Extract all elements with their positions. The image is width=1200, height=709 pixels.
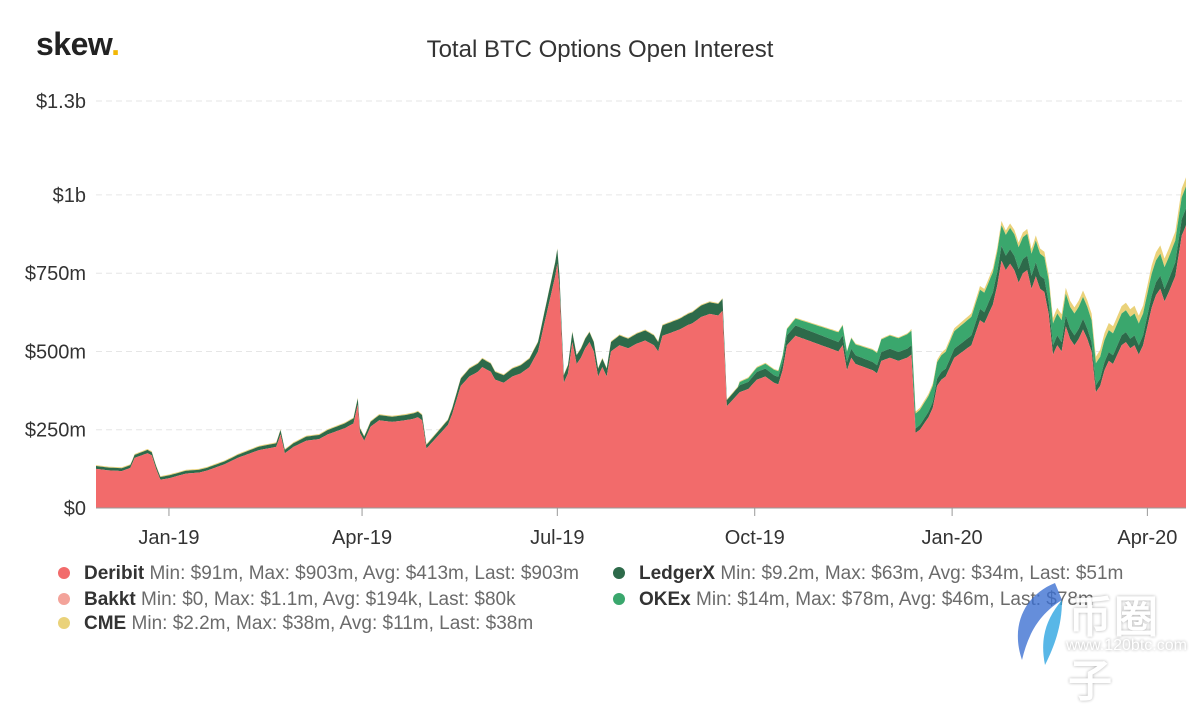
- y-tick-label-3: $750m: [25, 263, 86, 285]
- skew-logo: skew.: [36, 26, 120, 63]
- watermark-url: www.120btc.com: [1066, 637, 1187, 654]
- x-tick-label-4: Jan-20: [922, 527, 983, 549]
- x-tick-label-1: Apr-19: [332, 527, 392, 549]
- x-tick-label-5: Apr-20: [1117, 527, 1177, 549]
- x-tick-label-0: Jan-19: [138, 527, 199, 549]
- x-tick-label-2: Jul-19: [530, 527, 584, 549]
- legend-name-okex: OKEx: [639, 589, 691, 610]
- legend-dot-deribit: [58, 566, 70, 579]
- legend-stats-deribit: Min: $91m, Max: $903m, Avg: $413m, Last:…: [149, 563, 579, 584]
- y-tick-label-5: $1.3b: [36, 91, 86, 113]
- legend-stats-okex: Min: $14m, Max: $78m, Avg: $46m, Last: $…: [696, 589, 1094, 610]
- legend-stats-cme: Min: $2.2m, Max: $38m, Avg: $11m, Last: …: [131, 613, 534, 634]
- legend: Deribit Min: $91m, Max: $903m, Avg: $413…: [58, 562, 1198, 642]
- area-ledgerx: [96, 208, 1186, 480]
- legend-name-bakkt: Bakkt: [84, 589, 136, 610]
- legend-dot-okex: [613, 592, 625, 605]
- legend-item-okex[interactable]: OKEx Min: $14m, Max: $78m, Avg: $46m, La…: [613, 588, 1094, 612]
- legend-item-bakkt[interactable]: Bakkt Min: $0, Max: $1.1m, Avg: $194k, L…: [58, 588, 516, 612]
- legend-name-ledgerx: LedgerX: [639, 563, 716, 584]
- y-tick-label-4: $1b: [53, 185, 86, 207]
- brand-name: skew: [36, 26, 112, 62]
- y-tick-label-1: $250m: [25, 420, 86, 442]
- brand-dot: .: [111, 26, 120, 62]
- watermark-logo-icon: [1017, 583, 1062, 665]
- legend-item-deribit[interactable]: Deribit Min: $91m, Max: $903m, Avg: $413…: [58, 562, 579, 586]
- legend-dot-bakkt: [58, 592, 70, 605]
- legend-dot-cme: [58, 616, 70, 629]
- legend-dot-ledgerx: [613, 566, 625, 579]
- legend-stats-bakkt: Min: $0, Max: $1.1m, Avg: $194k, Last: $…: [141, 589, 516, 610]
- y-tick-label-0: $0: [64, 498, 86, 520]
- legend-name-cme: CME: [84, 613, 127, 634]
- legend-stats-ledgerx: Min: $9.2m, Max: $63m, Avg: $34m, Last: …: [720, 563, 1124, 584]
- chart-title: Total BTC Options Open Interest: [426, 36, 774, 63]
- legend-item-cme[interactable]: CME Min: $2.2m, Max: $38m, Avg: $11m, La…: [58, 612, 533, 636]
- legend-item-ledgerx[interactable]: LedgerX Min: $9.2m, Max: $63m, Avg: $34m…: [613, 562, 1123, 586]
- watermark: 币圈子 www.120btc.com: [1000, 575, 1200, 706]
- open-interest-chart: $0 $250m $500m $750m $1b $1.3b Jan-19 Apr-19 Jul…: [25, 91, 1186, 549]
- legend-name-deribit: Deribit: [84, 563, 145, 584]
- y-tick-label-2: $500m: [25, 341, 86, 363]
- area-okex: [96, 186, 1186, 477]
- x-tick-label-3: Oct-19: [725, 527, 785, 549]
- area-deribit: [96, 225, 1186, 509]
